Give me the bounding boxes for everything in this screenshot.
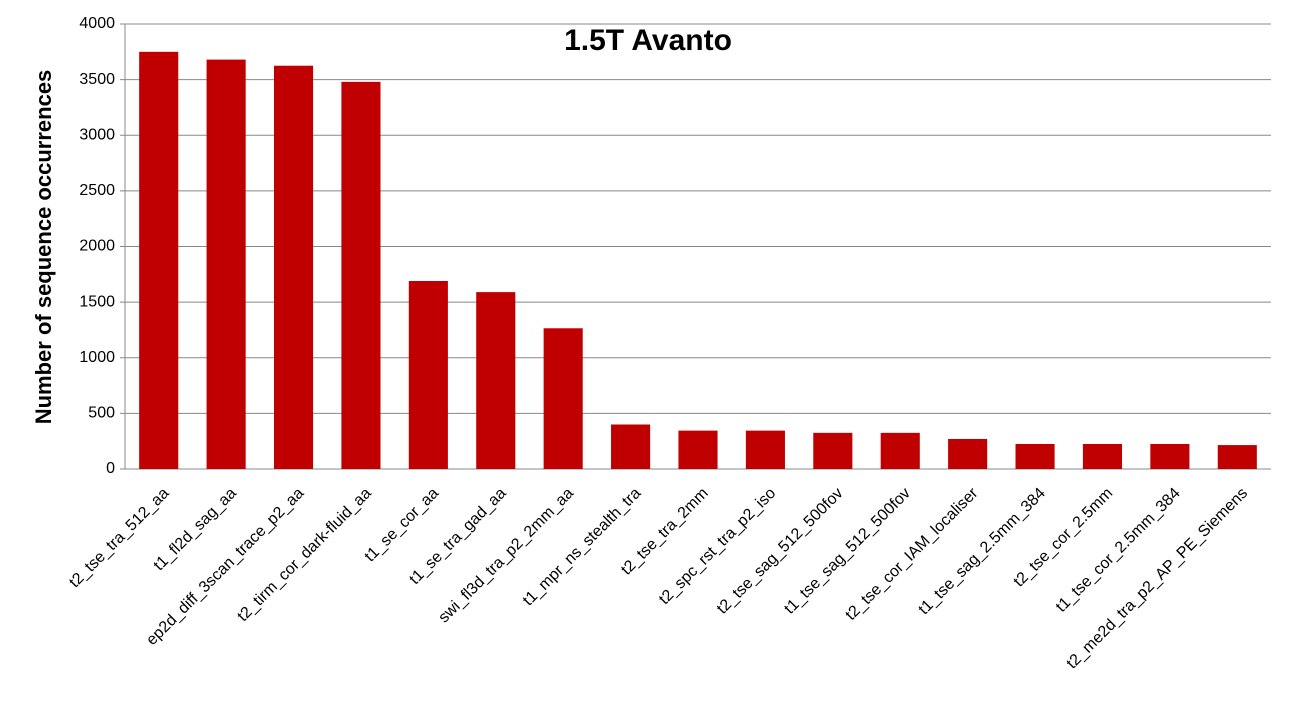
x-tick-label: t2_spc_rst_tra_p2_iso xyxy=(656,485,779,608)
x-tick-label: t2_tse_tra_512_aa xyxy=(66,485,172,591)
y-tick-label: 3000 xyxy=(79,126,115,143)
x-tick-label: t1_tse_sag_2.5mm_384 xyxy=(915,485,1048,618)
y-tick-label: 1500 xyxy=(79,293,115,310)
bar xyxy=(611,424,651,469)
bar xyxy=(206,59,246,469)
x-tick-label: t2_tirm_cor_dark-fluid_aa xyxy=(234,485,374,625)
y-tick-label: 4000 xyxy=(79,15,115,32)
bar xyxy=(1217,445,1257,469)
bar xyxy=(1150,443,1190,469)
bar xyxy=(273,65,314,469)
bar xyxy=(880,432,920,469)
x-tick-label: t1_tse_sag_512_500fov xyxy=(781,485,914,618)
bar xyxy=(948,438,988,469)
bar xyxy=(139,51,179,469)
bar xyxy=(1082,443,1123,469)
chart-title: 1.5T Avanto xyxy=(564,24,732,57)
y-tick-label: 500 xyxy=(88,405,115,422)
y-tick-label: 2500 xyxy=(79,182,115,199)
y-tick-label: 0 xyxy=(106,460,115,477)
y-axis-label: Number of sequence occurrences xyxy=(31,70,56,425)
bar xyxy=(813,432,853,469)
x-tick-label: t1_tse_cor_2.5mm_384 xyxy=(1053,485,1184,616)
bar xyxy=(1015,443,1055,469)
bar xyxy=(745,430,785,469)
x-tick-label: swi_fl3d_tra_p2_2mm_aa xyxy=(435,485,577,627)
bar xyxy=(678,430,718,469)
bar xyxy=(408,280,448,469)
y-tick-label: 3500 xyxy=(79,71,115,88)
y-tick-label: 2000 xyxy=(79,238,115,255)
bar xyxy=(543,328,583,469)
x-tick-label: t1_mpr_ns_stealth_tra xyxy=(520,485,645,610)
bar xyxy=(341,81,381,469)
x-tick-label: t2_tse_sag_512_500fov xyxy=(714,485,847,618)
bar xyxy=(476,292,516,469)
x-tick-label: t2_tse_cor_IAM_localiser xyxy=(842,484,982,624)
y-tick-label: 1000 xyxy=(79,349,115,366)
